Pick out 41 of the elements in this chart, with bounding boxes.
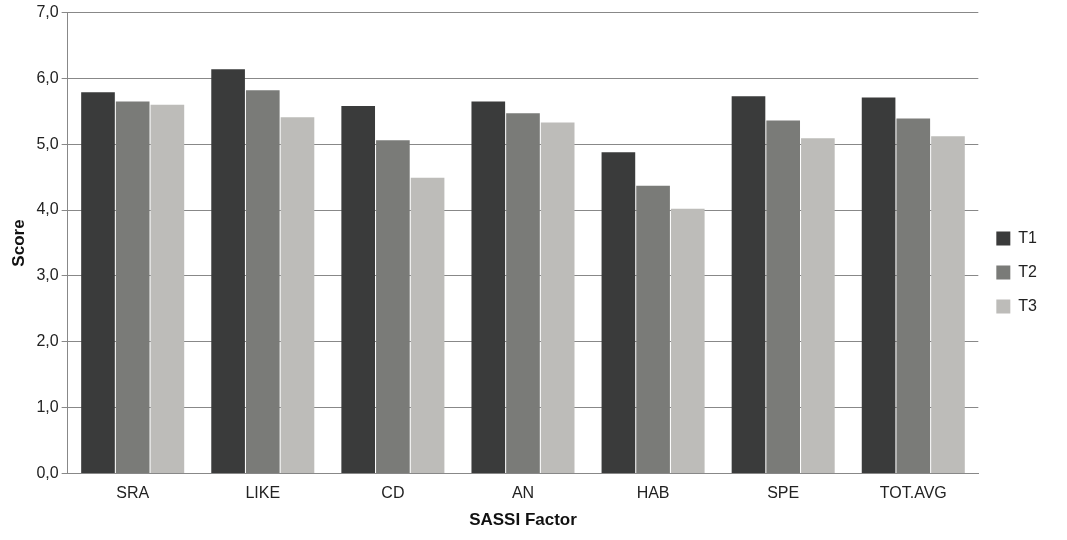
x-tick-label: SPE	[767, 484, 800, 502]
bar	[245, 90, 280, 473]
y-tick-label: 7,0	[36, 3, 59, 21]
y-tick-label: 4,0	[36, 200, 59, 218]
y-tick-label: 5,0	[36, 134, 59, 152]
x-tick-label: HAB	[636, 484, 670, 502]
y-tick-label: 6,0	[36, 68, 59, 86]
bar	[115, 101, 150, 473]
bar	[410, 177, 445, 473]
legend-label: T1	[1018, 228, 1038, 246]
legend-label: T3	[1018, 296, 1038, 314]
bar	[801, 138, 835, 473]
bar	[471, 101, 506, 473]
bar	[861, 97, 896, 473]
bar	[601, 152, 636, 473]
bar	[150, 104, 185, 473]
x-tick-label: AN	[511, 484, 535, 502]
x-tick-label: TOT.AVG	[879, 484, 947, 502]
bar	[341, 106, 376, 473]
x-tick-label: LIKE	[245, 484, 281, 502]
bar	[211, 69, 245, 473]
y-tick-label: 1,0	[36, 397, 59, 415]
x-tick-label: SRA	[116, 484, 150, 502]
y-tick-label: 0,0	[36, 463, 59, 481]
bar	[670, 208, 705, 473]
y-tick-label: 3,0	[36, 266, 59, 284]
bar	[280, 117, 315, 473]
bar	[731, 96, 766, 473]
bar	[766, 120, 801, 473]
x-tick-label: CD	[381, 484, 405, 502]
bar	[636, 185, 670, 473]
bar	[540, 122, 575, 473]
bar	[376, 140, 410, 473]
y-axis-title: Score	[8, 219, 28, 267]
bar	[506, 113, 540, 473]
bar	[896, 118, 931, 473]
bar	[931, 136, 965, 473]
legend-label: T2	[1018, 262, 1038, 280]
bar	[81, 92, 115, 473]
y-tick-label: 2,0	[36, 332, 59, 350]
x-axis-title: SASSI Factor	[469, 510, 578, 530]
